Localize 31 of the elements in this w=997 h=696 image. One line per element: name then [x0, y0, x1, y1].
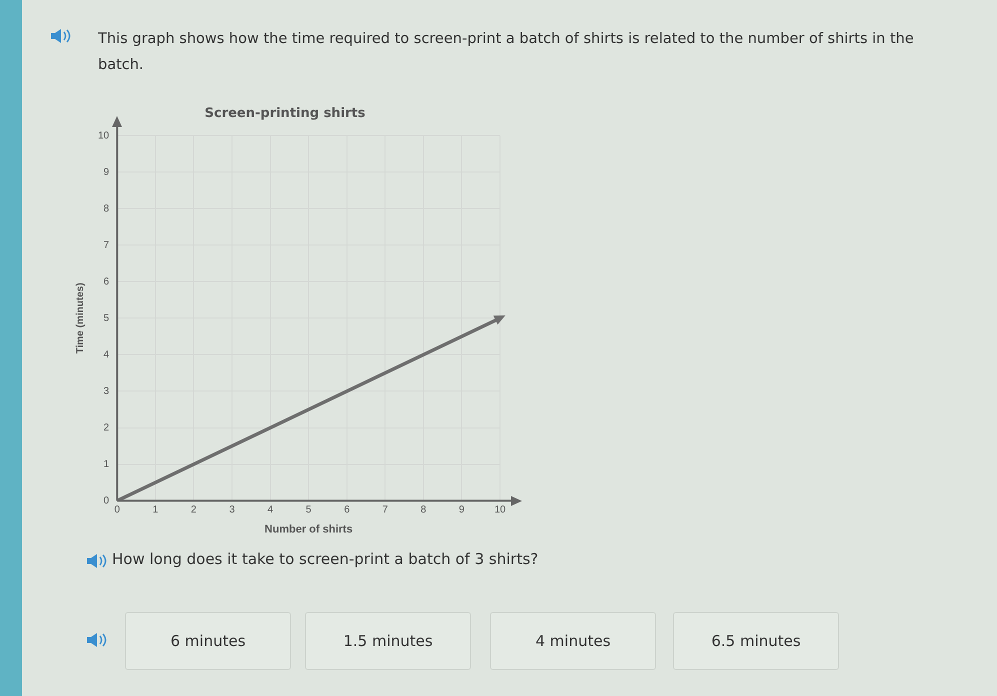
- text: 4 minutes: [490, 612, 656, 670]
- y-tick-label: 0: [104, 496, 110, 507]
- y-tick-label: 4: [104, 349, 110, 360]
- x-tick-label: 7: [382, 504, 388, 516]
- y-tick-label: 2: [104, 422, 110, 434]
- x-tick-label: 10: [494, 504, 506, 516]
- x-tick-label: 5: [306, 504, 312, 516]
- x-tick-label: 2: [190, 504, 197, 516]
- y-tick-label: 10: [98, 130, 110, 142]
- x-tick-label: 4: [267, 504, 274, 516]
- x-tick-label: 0: [114, 504, 120, 516]
- y-tick-label: 6: [104, 276, 110, 288]
- chart-title: Screen-printing shirts: [204, 106, 366, 122]
- x-tick-label: 1: [152, 504, 159, 516]
- x-axis-title: Number of shirts: [264, 523, 353, 536]
- text: 6.5 minutes: [673, 612, 839, 670]
- x-tick-label: 3: [229, 504, 236, 516]
- text: How long does it take to screen-print a batch of 3 shirts?: [112, 550, 538, 568]
- y-tick-label: 3: [104, 386, 110, 397]
- text: 1.5 minutes: [305, 612, 471, 670]
- x-tick-label: 9: [458, 504, 465, 516]
- x-tick-label: 6: [344, 504, 350, 516]
- y-axis-title: Time (minutes): [74, 282, 86, 354]
- text: This graph shows how the time required to screen-print a batch of shirts is related to the number of shirts in the batch.: [98, 30, 915, 75]
- y-tick-label: 1: [104, 459, 110, 470]
- y-tick-label: 8: [104, 203, 110, 214]
- x-tick-label: 8: [420, 504, 427, 516]
- text: 6 minutes: [125, 612, 291, 670]
- y-tick-label: 9: [104, 166, 110, 178]
- y-tick-label: 5: [104, 312, 110, 324]
- y-tick-label: 7: [104, 240, 110, 251]
